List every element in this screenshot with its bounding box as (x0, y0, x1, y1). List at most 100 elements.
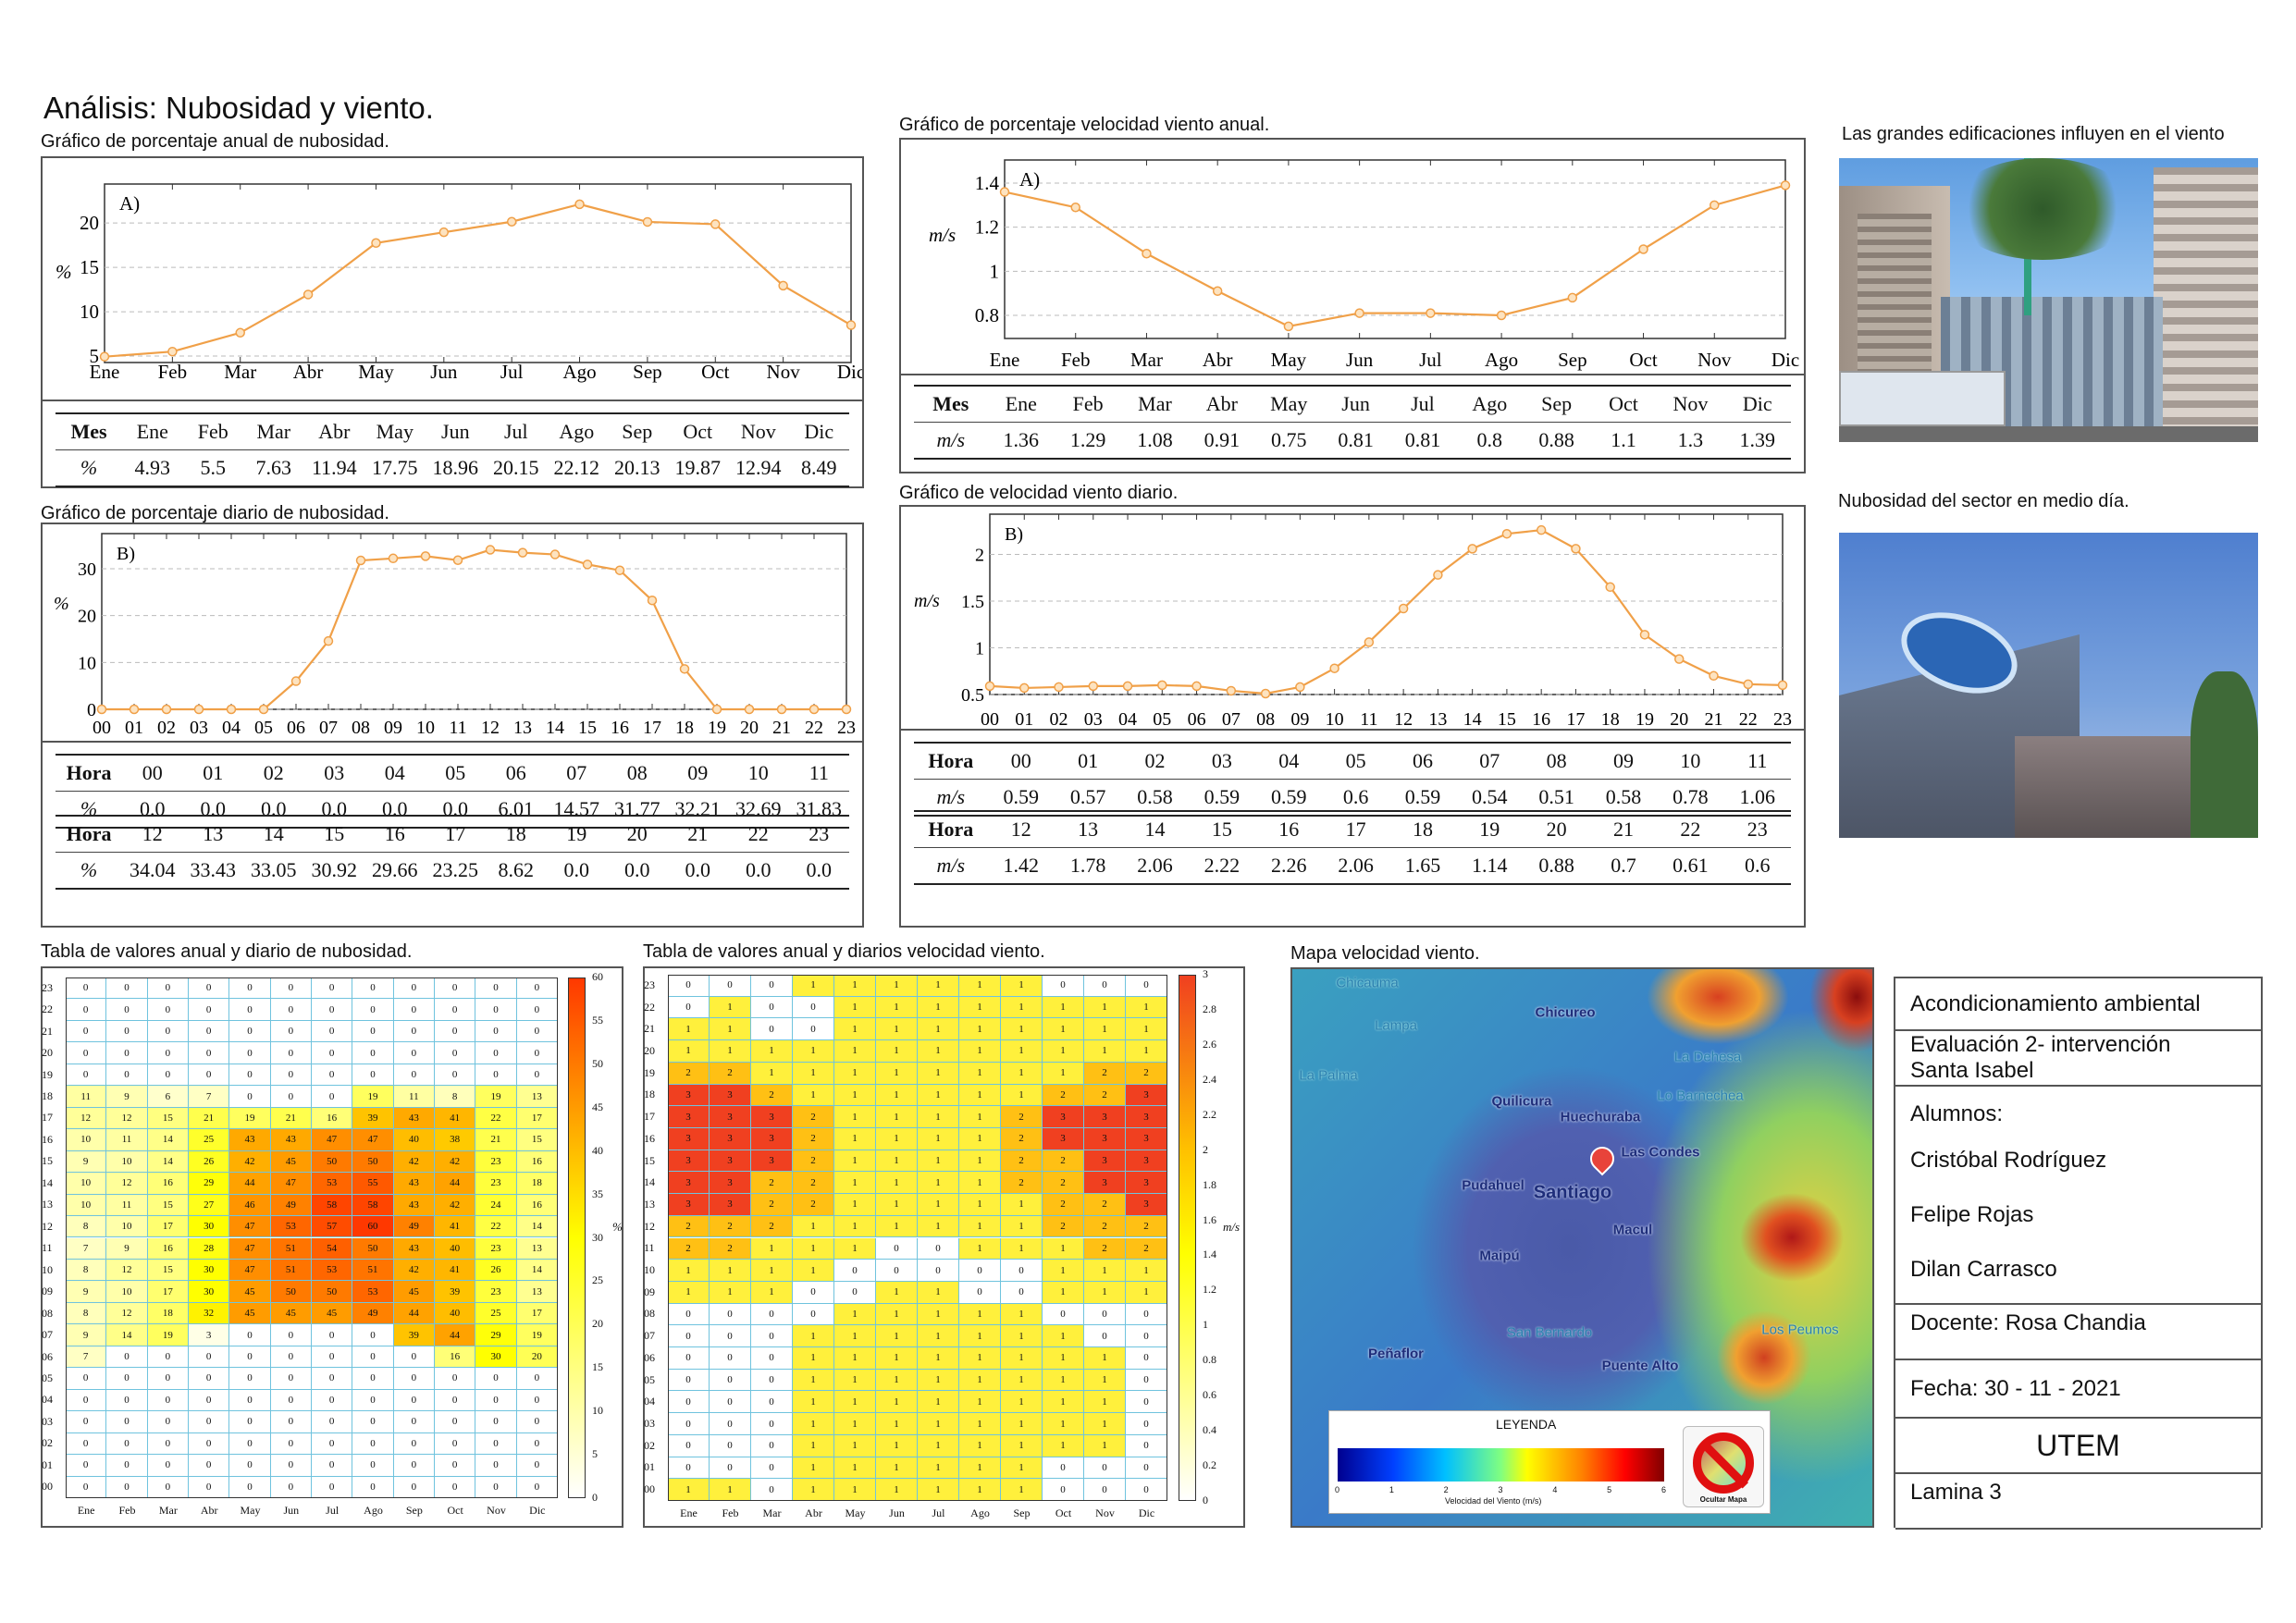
data-point (841, 704, 852, 715)
heatmap-cell: 1 (668, 1281, 710, 1304)
table-cell: 0.0 (624, 858, 650, 881)
heatmap-cell: 47 (229, 1259, 271, 1282)
heatmap-cell: 7 (66, 1346, 107, 1369)
heatmap-row-label: 05 (42, 1371, 53, 1384)
heatmap-cell: 0 (393, 1389, 435, 1412)
heatmap-cell: 23 (475, 1281, 517, 1303)
heatmap-cell: 28 (189, 1237, 230, 1260)
heatmap-cell: 1 (876, 1106, 918, 1128)
heatmap-cell: 0 (352, 1368, 394, 1390)
heatmap-cell: 0 (435, 1389, 476, 1412)
university: UTEM (1895, 1419, 2261, 1474)
heatmap-cell: 1 (876, 1434, 918, 1457)
hide-map-button[interactable]: Ocultar Mapa (1683, 1426, 1764, 1507)
table-cell: 0.88 (1538, 428, 1574, 451)
heatmap-cell: 2 (1084, 1062, 1126, 1085)
heatmap-cell: 1 (834, 1062, 876, 1085)
heatmap-cell: 1 (959, 996, 1001, 1019)
heatmap-cell: 23 (475, 1173, 517, 1195)
data-point (371, 238, 381, 249)
heatmap-column-label: Jun (283, 1504, 300, 1517)
sheet-text: Lamina 3 (1910, 1480, 2002, 1505)
data-point (711, 704, 722, 715)
table-cell: 2.22 (1204, 854, 1241, 877)
heatmap-cell: 24 (475, 1194, 517, 1217)
table-cell: 1.36 (1003, 428, 1040, 451)
heatmap-column-label: Dic (529, 1504, 546, 1517)
x-tick-label: Ago (562, 361, 596, 383)
x-tick-label: Mar (1130, 349, 1163, 371)
heatmap-cell: 2 (793, 1172, 834, 1195)
heatmap-cell: 0 (229, 1411, 271, 1433)
y-tick-label: 1 (975, 638, 984, 658)
table-head-cell: 16 (1278, 818, 1300, 841)
table-head-cell: 07 (566, 761, 587, 784)
heatmap-cell: 44 (229, 1173, 271, 1195)
table-head-cell: Ene (136, 420, 168, 443)
heatmap-cell: 0 (189, 977, 230, 1000)
heatmap-cell: 0 (270, 1020, 312, 1043)
panel-label: A) (1019, 168, 1040, 191)
heatmap-cell: 42 (393, 1259, 435, 1282)
heatmap-cell: 0 (1084, 1457, 1126, 1480)
heatmap-cell: 3 (189, 1324, 230, 1346)
table-head-cell: 20 (626, 822, 648, 845)
x-tick-label: 05 (1153, 709, 1171, 729)
heatmap-cell: 30 (189, 1281, 230, 1303)
heatmap-cell: 2 (793, 1127, 834, 1150)
x-tick-label: 20 (1670, 709, 1688, 729)
heatmap-cell: 1 (918, 1215, 959, 1238)
heatmap-cell: 21 (189, 1107, 230, 1130)
x-tick-label: Abr (293, 361, 324, 383)
heatmap-row-label: 00 (644, 1482, 655, 1496)
heatmap-cell: 1 (959, 1303, 1001, 1326)
heatmap-cell: 1 (876, 996, 918, 1019)
heatmap-cell: 1 (1043, 1369, 1084, 1392)
colorbar-tick-label: 1.4 (1203, 1248, 1216, 1261)
heatmap-row-label: 13 (42, 1198, 53, 1211)
y-tick-label: 1 (990, 260, 1000, 282)
colorbar-tick-label: 0.4 (1203, 1423, 1216, 1437)
heatmap-cell: 1 (1043, 1391, 1084, 1414)
heatmap-cell: 49 (270, 1194, 312, 1217)
x-tick-label: 03 (190, 718, 208, 738)
table-head-cell: Ago (1472, 392, 1508, 415)
heatmap-cell: 1 (959, 1457, 1001, 1480)
x-tick-label: 10 (1326, 709, 1344, 729)
table-head-cell: 05 (1345, 749, 1366, 772)
heatmap-cell: 1 (1043, 1237, 1084, 1260)
heatmap-cell: 32 (189, 1302, 230, 1325)
data-point (226, 704, 237, 715)
heatmap-cell: 1 (793, 1084, 834, 1107)
table-head-cell: 19 (1479, 818, 1500, 841)
table-head-cell: 11 (809, 761, 829, 784)
heatmap-row-label: 22 (42, 1002, 53, 1016)
heatmap-cell: 26 (189, 1150, 230, 1174)
colorbar-tick-label: 2.2 (1203, 1107, 1216, 1121)
heatmap-cell: 30 (475, 1346, 517, 1369)
heatmap-cell: 1 (834, 996, 876, 1019)
heatmap-cell: 0 (475, 1432, 517, 1456)
x-tick-label: 23 (1773, 709, 1792, 729)
heatmap-cell: 0 (751, 1457, 793, 1480)
data-point (485, 545, 496, 555)
table-cell: 2.06 (1338, 854, 1374, 877)
y-tick-label: 0.5 (961, 685, 984, 706)
heatmap-cell: 30 (189, 1259, 230, 1282)
heatmap-cell: 2 (793, 1106, 834, 1128)
heatmap-cell: 43 (393, 1237, 435, 1260)
heatmap-cell: 14 (147, 1150, 189, 1174)
heatmap-cell: 0 (106, 977, 148, 1000)
x-tick-label: 01 (125, 718, 143, 738)
heatmap-cell: 1 (1043, 1281, 1084, 1304)
heatmap-cell: 12 (106, 1173, 148, 1195)
heatmap-row-label: 16 (644, 1131, 655, 1145)
heatmap-cell: 9 (106, 1237, 148, 1260)
table-head-label: Hora (928, 749, 974, 772)
heatmap-cell: 0 (668, 1303, 710, 1326)
heatmap-cell: 0 (66, 1411, 107, 1433)
heatmap-frame (66, 977, 558, 1498)
heatmap-cell: 39 (393, 1324, 435, 1346)
table-head-cell: Abr (318, 420, 351, 443)
x-tick-label: 16 (1532, 709, 1550, 729)
